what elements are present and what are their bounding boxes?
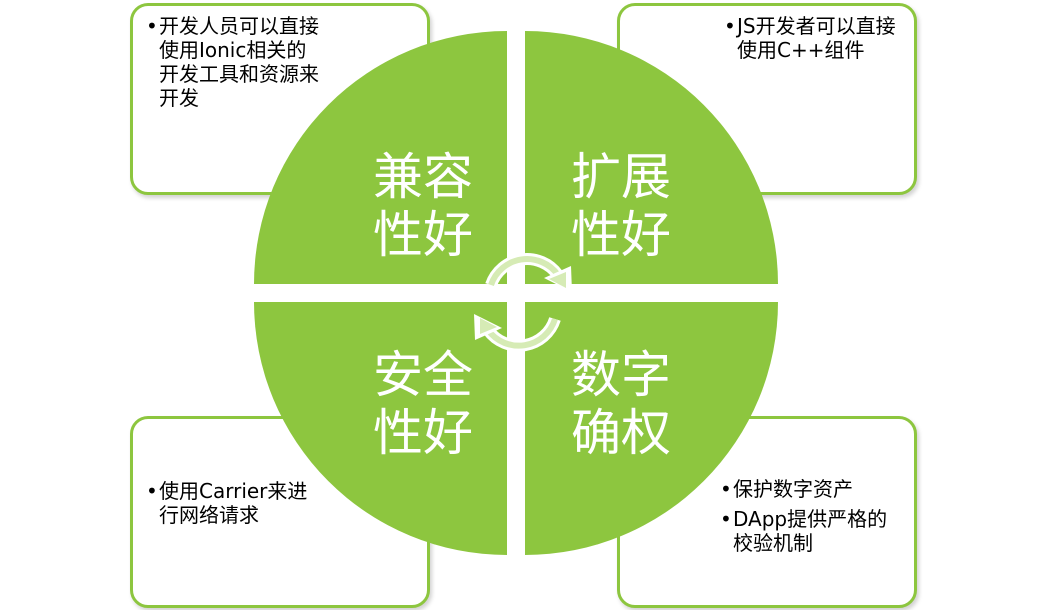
quadrant-title-line: 性好: [373, 206, 473, 264]
quadrant-title-line: 性好: [373, 404, 473, 462]
quadrant-title-line: 数字: [571, 346, 671, 404]
quadrant-title-line: 性好: [571, 206, 671, 264]
quadrant-title-compatibility: 兼容 性好: [368, 148, 478, 264]
quadrant-top-left: [254, 31, 507, 284]
quadrant-bottom-left: [254, 302, 507, 555]
bullet-list-digital-rights: 保护数字资产 DApp提供严格的校验机制: [720, 477, 905, 561]
quadrant-title-extensibility: 扩展 性好: [566, 148, 676, 264]
quadrant-wedges: [254, 31, 778, 555]
bullet-item: 保护数字资产: [720, 477, 905, 501]
quadrant-title-security: 安全 性好: [368, 346, 478, 462]
quadrant-title-line: 扩展: [571, 148, 671, 206]
bullet-item: 开发人员可以直接使用Ionic相关的开发工具和资源来开发: [146, 14, 321, 110]
quadrant-title-digital-rights: 数字 确权: [566, 346, 676, 462]
bullet-list-compatibility: 开发人员可以直接使用Ionic相关的开发工具和资源来开发: [146, 14, 321, 116]
quadrant-title-line: 兼容: [373, 148, 473, 206]
bullet-item: JS开发者可以直接使用C++组件: [724, 14, 904, 62]
quadrant-bottom-right: [525, 302, 778, 555]
cycle-arrows-icon: [474, 253, 572, 352]
bullet-list-security: 使用Carrier来进行网络请求: [146, 479, 316, 533]
bullet-item: DApp提供严格的校验机制: [720, 507, 905, 555]
quadrant-title-line: 确权: [571, 404, 671, 462]
quadrant-top-right: [525, 31, 778, 284]
bullet-list-extensibility: JS开发者可以直接使用C++组件: [724, 14, 904, 68]
quadrant-title-line: 安全: [373, 346, 473, 404]
bullet-item: 使用Carrier来进行网络请求: [146, 479, 316, 527]
